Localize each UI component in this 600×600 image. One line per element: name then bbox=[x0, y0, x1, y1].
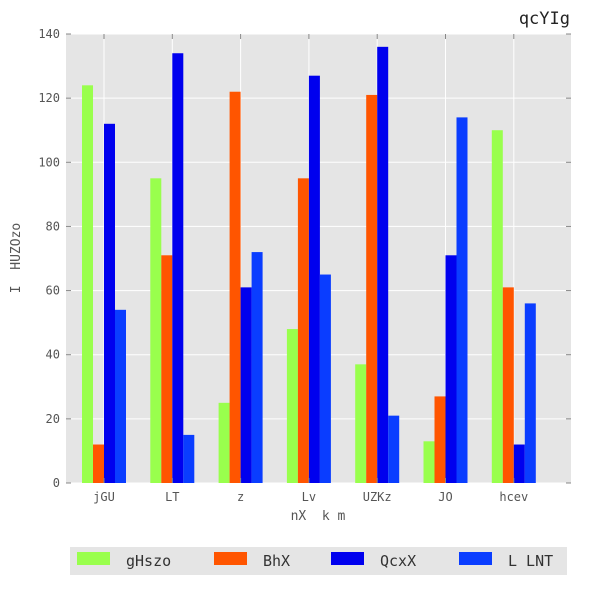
legend-swatch bbox=[77, 552, 110, 565]
bar-L-LNT-LT bbox=[183, 434, 195, 483]
y-tick-label: 120 bbox=[38, 91, 60, 105]
bar-gHszo-UZKz bbox=[355, 364, 367, 483]
bar-BhX-z bbox=[229, 91, 241, 483]
x-tick-label: LT bbox=[165, 490, 179, 504]
y-tick-label: 40 bbox=[46, 348, 60, 362]
bar-BhX-LT bbox=[161, 255, 173, 483]
x-axis-label: nX k m bbox=[291, 509, 346, 524]
bar-QcxX-z bbox=[240, 287, 252, 483]
bar-L-LNT-hcev bbox=[524, 303, 536, 483]
bar-QcxX-hcev bbox=[513, 444, 525, 483]
bar-gHszo-Lv bbox=[286, 329, 298, 483]
bar-BhX-UZKz bbox=[366, 94, 378, 483]
y-tick-label: 100 bbox=[38, 155, 60, 169]
legend: gHszo BhX QcxX L LNT bbox=[77, 552, 553, 570]
y-tick-label: 140 bbox=[38, 27, 60, 41]
y-tick-label: 0 bbox=[53, 476, 60, 490]
legend-swatch bbox=[214, 552, 247, 565]
bar-QcxX-jGU bbox=[104, 123, 115, 484]
bar-L-LNT-jGU bbox=[115, 309, 126, 483]
bar-QcxX-UZKz bbox=[377, 46, 389, 483]
chart-title: qcYIg bbox=[519, 9, 570, 29]
y-tick-label: 80 bbox=[46, 219, 60, 233]
x-tick-label: JO bbox=[438, 490, 452, 504]
legend-swatch bbox=[331, 552, 364, 565]
bar-gHszo-jGU bbox=[82, 85, 93, 484]
legend-swatch bbox=[459, 552, 492, 565]
bar-QcxX-Lv bbox=[308, 75, 320, 483]
bar-BhX-Lv bbox=[297, 178, 309, 484]
bar-L-LNT-z bbox=[251, 252, 263, 483]
y-tick-label: 20 bbox=[46, 412, 60, 426]
legend-label: BhX bbox=[263, 552, 290, 570]
bar-gHszo-JO bbox=[423, 441, 435, 483]
bar-QcxX-JO bbox=[445, 255, 457, 483]
bar-QcxX-LT bbox=[172, 53, 184, 483]
bar-L-LNT-UZKz bbox=[388, 415, 400, 483]
bar-BhX-JO bbox=[434, 396, 446, 483]
bar-L-LNT-Lv bbox=[319, 274, 331, 483]
x-axis: jGU LT z Lv UZKz JO hcev bbox=[93, 34, 528, 504]
bar-BhX-hcev bbox=[502, 287, 514, 483]
legend-label: QcxX bbox=[380, 552, 416, 570]
legend-label: L LNT bbox=[508, 552, 553, 570]
y-axis: 0 20 40 60 80 100 120 140 bbox=[38, 27, 571, 490]
bars bbox=[82, 46, 536, 484]
bar-gHszo-hcev bbox=[491, 130, 503, 483]
x-tick-label: z bbox=[237, 490, 244, 504]
y-axis-label: I HUZOzo bbox=[9, 223, 24, 293]
bar-gHszo-z bbox=[218, 402, 230, 483]
bar-gHszo-LT bbox=[150, 178, 162, 484]
x-tick-label: hcev bbox=[499, 490, 528, 504]
x-tick-label: Lv bbox=[302, 490, 316, 504]
x-tick-label: jGU bbox=[93, 490, 115, 504]
bar-L-LNT-JO bbox=[456, 117, 468, 483]
bar-BhX-jGU bbox=[93, 444, 104, 483]
x-tick-label: UZKz bbox=[363, 490, 392, 504]
legend-label: gHszo bbox=[126, 552, 171, 570]
y-tick-label: 60 bbox=[46, 284, 60, 298]
